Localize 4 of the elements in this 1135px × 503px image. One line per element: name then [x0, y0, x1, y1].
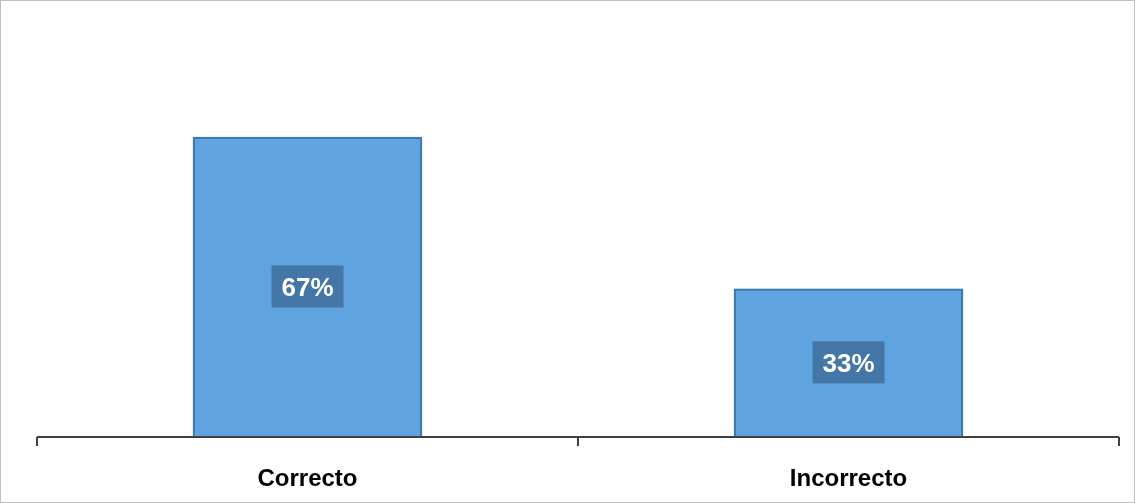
data-label: 33% [822, 348, 875, 379]
data-label: 67% [281, 272, 334, 303]
x-tick-label: Incorrecto [789, 464, 908, 491]
x-tick-label: Correcto [257, 464, 358, 491]
